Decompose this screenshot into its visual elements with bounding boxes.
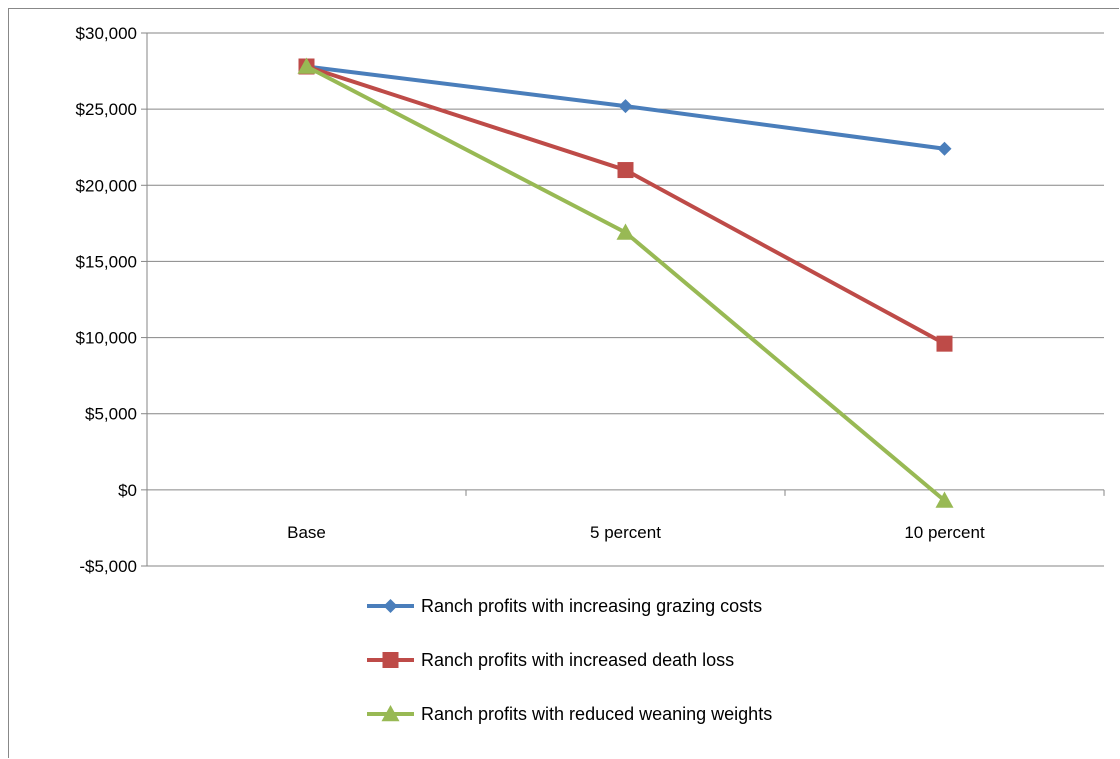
legend: Ranch profits with increasing grazing co…: [367, 596, 772, 724]
x-tick-label: Base: [287, 523, 326, 542]
y-tick-label: $5,000: [85, 405, 137, 424]
series-2-point: [936, 335, 953, 352]
series-3-point: [616, 223, 635, 240]
x-tick-label: 10 percent: [904, 523, 985, 542]
x-axis-tick-labels: Base 5 percent 10 percent: [287, 523, 985, 542]
legend-label-1: Ranch profits with increasing grazing co…: [421, 596, 762, 616]
legend-label-3: Ranch profits with reduced weaning weigh…: [421, 704, 772, 724]
y-tick-label: $0: [118, 481, 137, 500]
y-axis-tick-labels: $30,000 $25,000 $20,000 $15,000 $10,000 $5,00…: [76, 24, 137, 576]
y-tick-label: $15,000: [76, 252, 137, 271]
y-tick-label: $25,000: [76, 100, 137, 119]
legend-label-2: Ranch profits with increased death loss: [421, 650, 734, 670]
legend-marker-3: [381, 705, 400, 722]
y-tick-label: -$5,000: [79, 557, 137, 576]
axes: [141, 32, 1105, 567]
y-tick-label: $10,000: [76, 329, 137, 348]
y-tick-label: $30,000: [76, 24, 137, 43]
series-1-point: [618, 99, 633, 114]
series-2-point: [617, 162, 634, 179]
chart-frame: [8, 8, 1119, 758]
series-line-3: [304, 64, 947, 503]
series-3-point: [297, 57, 316, 74]
series: [297, 57, 954, 508]
legend-marker-2: [382, 652, 399, 668]
series-3-point: [935, 491, 954, 508]
y-tick-label: $20,000: [76, 176, 137, 195]
series-1-point: [937, 141, 952, 156]
x-tick-label: 5 percent: [590, 523, 661, 542]
legend-marker-1: [383, 599, 398, 613]
